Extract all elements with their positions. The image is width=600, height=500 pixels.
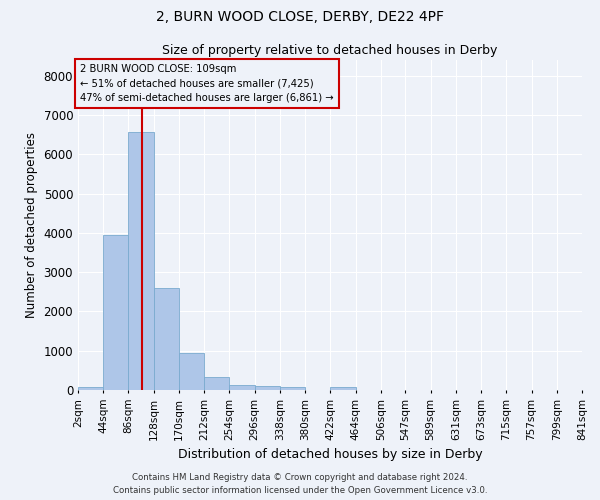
Bar xyxy=(331,387,356,390)
X-axis label: Distribution of detached houses by size in Derby: Distribution of detached houses by size … xyxy=(178,448,482,461)
Y-axis label: Number of detached properties: Number of detached properties xyxy=(25,132,38,318)
Bar xyxy=(103,235,128,390)
Text: 2, BURN WOOD CLOSE, DERBY, DE22 4PF: 2, BURN WOOD CLOSE, DERBY, DE22 4PF xyxy=(156,10,444,24)
Bar xyxy=(78,387,103,390)
Bar xyxy=(179,352,204,390)
Bar xyxy=(254,386,280,390)
Title: Size of property relative to detached houses in Derby: Size of property relative to detached ho… xyxy=(163,44,497,58)
Bar xyxy=(280,387,305,390)
Text: Contains HM Land Registry data © Crown copyright and database right 2024.
Contai: Contains HM Land Registry data © Crown c… xyxy=(113,474,487,495)
Text: 2 BURN WOOD CLOSE: 109sqm
← 51% of detached houses are smaller (7,425)
47% of se: 2 BURN WOOD CLOSE: 109sqm ← 51% of detac… xyxy=(80,64,334,104)
Bar xyxy=(204,378,229,390)
Bar xyxy=(128,132,154,390)
Bar xyxy=(154,288,179,390)
Bar xyxy=(229,385,254,390)
